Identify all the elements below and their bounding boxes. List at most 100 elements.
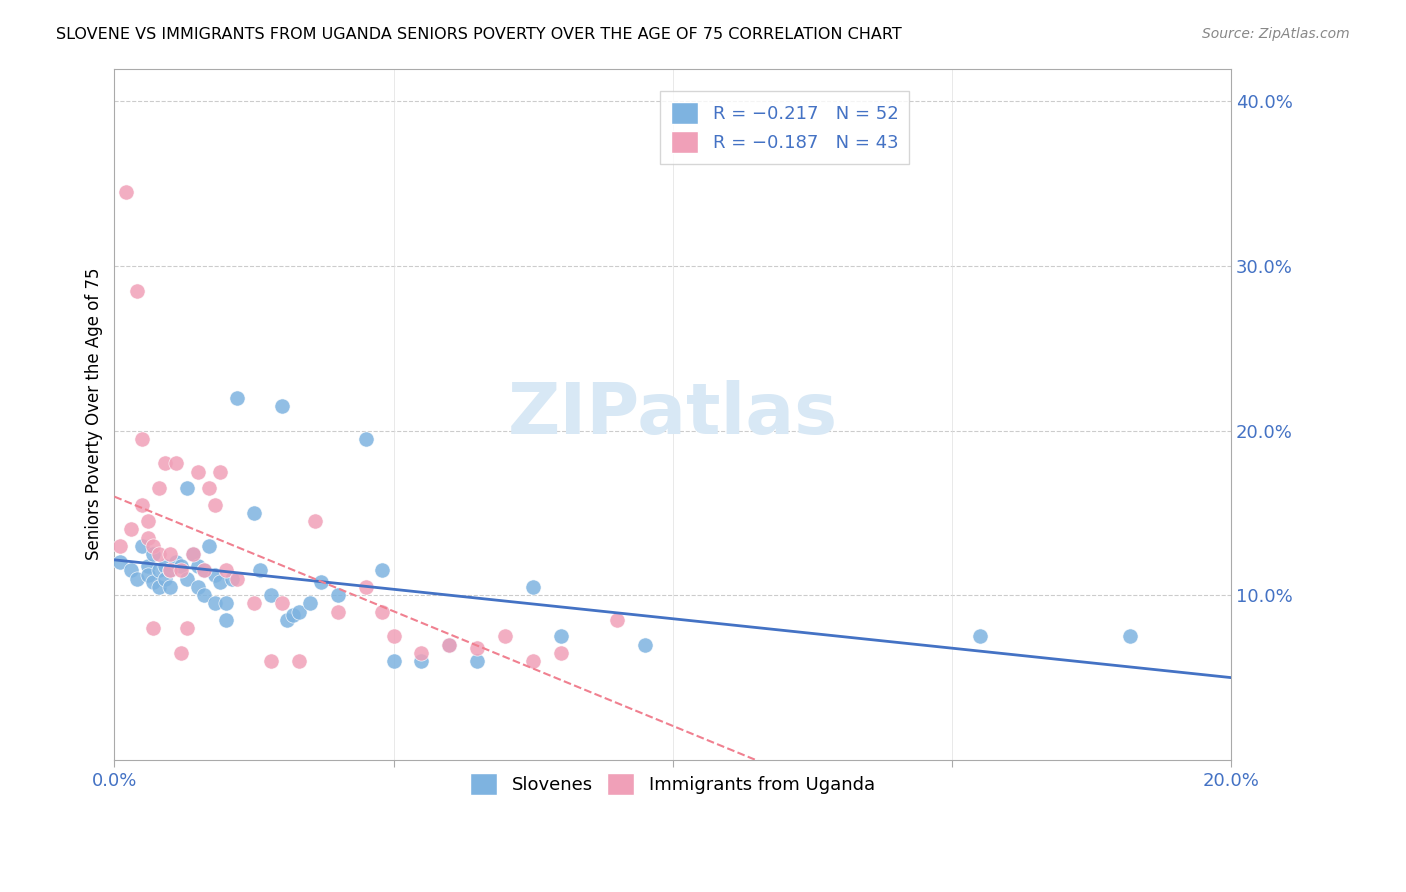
Point (969, 629, 991, 643)
Point (181, 547, 204, 561)
Point (142, 539, 165, 553)
Point (159, 564, 181, 578)
Point (411, 654, 433, 668)
Point (465, 654, 488, 668)
Point (125, 572, 148, 586)
Point (209, 465, 232, 479)
Point (165, 555, 187, 569)
Point (131, 432, 153, 446)
Point (439, 638, 461, 652)
Point (159, 547, 181, 561)
Point (226, 391, 249, 405)
Point (1119, 629, 1142, 643)
Point (371, 564, 394, 578)
Point (176, 621, 198, 635)
Text: SLOVENE VS IMMIGRANTS FROM UGANDA SENIORS POVERTY OVER THE AGE OF 75 CORRELATION: SLOVENE VS IMMIGRANTS FROM UGANDA SENIOR… (56, 27, 903, 42)
Point (187, 465, 209, 479)
Point (153, 572, 176, 586)
Point (260, 654, 283, 668)
Point (131, 539, 153, 553)
Point (326, 588, 349, 602)
Point (382, 654, 405, 668)
Point (170, 564, 193, 578)
Point (249, 564, 271, 578)
Point (108, 555, 131, 569)
Point (465, 640, 488, 655)
Point (148, 580, 170, 594)
Point (221, 572, 243, 586)
Point (108, 539, 131, 553)
Point (287, 654, 309, 668)
Point (522, 654, 544, 668)
Point (181, 547, 204, 561)
Point (170, 646, 193, 660)
Point (159, 564, 181, 578)
Point (382, 629, 405, 643)
Point (270, 399, 292, 413)
Text: ZIPatlas: ZIPatlas (508, 380, 838, 449)
Point (153, 457, 176, 471)
Point (522, 580, 544, 594)
Point (153, 558, 176, 573)
Point (187, 580, 209, 594)
Point (193, 588, 215, 602)
Point (411, 646, 433, 660)
Point (287, 605, 309, 619)
Point (276, 613, 298, 627)
Point (142, 547, 165, 561)
Legend: Slovenes, Immigrants from Uganda: Slovenes, Immigrants from Uganda (460, 763, 886, 806)
Point (204, 568, 226, 582)
Point (215, 596, 238, 610)
Point (120, 564, 142, 578)
Point (131, 498, 153, 512)
Point (270, 596, 292, 610)
Point (136, 558, 159, 573)
Point (326, 605, 349, 619)
Point (165, 457, 187, 471)
Point (260, 588, 283, 602)
Point (148, 481, 170, 495)
Point (309, 574, 332, 589)
Point (204, 498, 226, 512)
Point (226, 572, 249, 586)
Point (215, 613, 238, 627)
Point (204, 596, 226, 610)
Point (243, 596, 266, 610)
Point (120, 522, 142, 536)
Point (606, 613, 628, 627)
Point (281, 607, 304, 622)
Point (193, 564, 215, 578)
Point (148, 547, 170, 561)
Point (243, 506, 266, 520)
Point (209, 574, 232, 589)
Point (170, 558, 193, 573)
Point (176, 572, 198, 586)
Point (198, 539, 221, 553)
Point (142, 621, 165, 635)
Point (148, 564, 170, 578)
Point (550, 629, 572, 643)
Point (550, 646, 572, 660)
Point (114, 185, 136, 199)
Point (193, 564, 215, 578)
Point (494, 629, 516, 643)
Point (136, 568, 159, 582)
Y-axis label: Seniors Poverty Over the Age of 75: Seniors Poverty Over the Age of 75 (86, 268, 103, 560)
Point (187, 558, 209, 573)
Text: Source: ZipAtlas.com: Source: ZipAtlas.com (1202, 27, 1350, 41)
Point (215, 564, 238, 578)
Point (142, 574, 165, 589)
Point (298, 596, 321, 610)
Point (634, 638, 657, 652)
Point (176, 481, 198, 495)
Point (354, 432, 377, 446)
Point (304, 514, 326, 528)
Point (136, 514, 159, 528)
Point (159, 580, 181, 594)
Point (354, 580, 377, 594)
Point (371, 605, 394, 619)
Point (198, 481, 221, 495)
Point (125, 284, 148, 298)
Point (136, 531, 159, 545)
Point (439, 638, 461, 652)
